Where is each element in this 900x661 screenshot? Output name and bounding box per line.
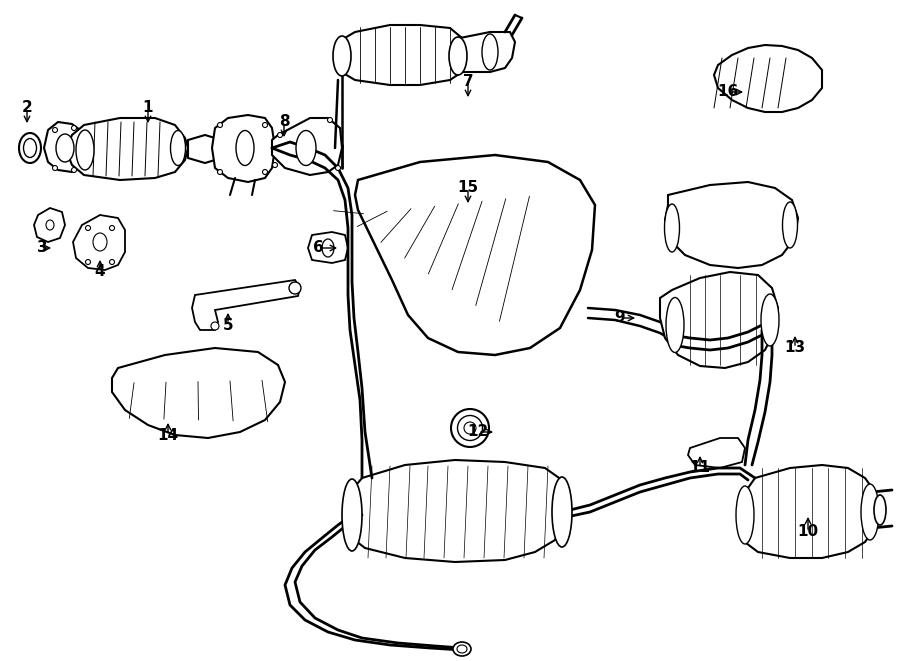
Ellipse shape	[23, 139, 37, 157]
Polygon shape	[665, 182, 798, 268]
Ellipse shape	[263, 122, 267, 128]
Text: 5: 5	[222, 317, 233, 332]
Text: 6: 6	[312, 241, 323, 256]
Polygon shape	[714, 45, 822, 112]
Ellipse shape	[236, 130, 254, 165]
Polygon shape	[192, 280, 300, 330]
Text: 4: 4	[94, 264, 105, 280]
Ellipse shape	[457, 645, 467, 653]
Ellipse shape	[218, 169, 222, 175]
Polygon shape	[355, 155, 595, 355]
Polygon shape	[212, 115, 275, 182]
Polygon shape	[44, 122, 85, 172]
Polygon shape	[334, 25, 465, 85]
Ellipse shape	[664, 204, 680, 252]
Ellipse shape	[453, 642, 471, 656]
Ellipse shape	[449, 37, 467, 75]
Ellipse shape	[782, 202, 797, 248]
Ellipse shape	[263, 169, 267, 175]
Ellipse shape	[56, 134, 74, 162]
Polygon shape	[738, 465, 878, 558]
Ellipse shape	[451, 409, 489, 447]
Ellipse shape	[277, 132, 283, 137]
Ellipse shape	[273, 163, 277, 167]
Polygon shape	[688, 438, 745, 468]
Text: 9: 9	[615, 311, 626, 325]
Text: 13: 13	[785, 340, 806, 356]
Polygon shape	[345, 460, 568, 562]
Ellipse shape	[336, 165, 340, 171]
Ellipse shape	[328, 118, 332, 122]
Ellipse shape	[289, 282, 301, 294]
Ellipse shape	[736, 486, 754, 544]
Ellipse shape	[110, 260, 114, 264]
Text: 15: 15	[457, 180, 479, 196]
Ellipse shape	[110, 225, 114, 231]
Ellipse shape	[218, 122, 222, 128]
Ellipse shape	[333, 36, 351, 76]
Text: 11: 11	[689, 461, 710, 475]
Polygon shape	[188, 135, 215, 163]
Ellipse shape	[76, 130, 94, 170]
Text: 8: 8	[279, 114, 289, 130]
Text: 7: 7	[463, 75, 473, 89]
Ellipse shape	[457, 416, 482, 440]
Ellipse shape	[861, 484, 879, 540]
Ellipse shape	[464, 422, 476, 434]
Ellipse shape	[86, 225, 91, 231]
Ellipse shape	[761, 294, 779, 346]
Ellipse shape	[211, 322, 219, 330]
Ellipse shape	[71, 167, 76, 173]
Polygon shape	[660, 272, 778, 368]
Ellipse shape	[46, 220, 54, 230]
Ellipse shape	[342, 479, 362, 551]
Polygon shape	[308, 232, 348, 263]
Polygon shape	[68, 118, 188, 180]
Ellipse shape	[86, 260, 91, 264]
Ellipse shape	[322, 239, 334, 257]
Ellipse shape	[52, 165, 58, 171]
Polygon shape	[272, 118, 342, 175]
Polygon shape	[73, 215, 125, 270]
Polygon shape	[34, 208, 65, 242]
Ellipse shape	[482, 34, 498, 70]
Polygon shape	[460, 32, 515, 72]
Polygon shape	[112, 348, 285, 438]
Ellipse shape	[93, 233, 107, 251]
Text: 12: 12	[467, 424, 489, 440]
Ellipse shape	[71, 126, 76, 130]
Ellipse shape	[296, 130, 316, 165]
Ellipse shape	[52, 128, 58, 132]
Ellipse shape	[170, 130, 185, 165]
Text: 10: 10	[797, 524, 819, 539]
Ellipse shape	[874, 495, 886, 525]
Ellipse shape	[552, 477, 572, 547]
Ellipse shape	[666, 297, 684, 352]
Text: 1: 1	[143, 100, 153, 116]
Text: 16: 16	[717, 85, 739, 100]
Text: 3: 3	[37, 241, 48, 256]
Text: 14: 14	[158, 428, 178, 442]
Ellipse shape	[19, 133, 41, 163]
Text: 2: 2	[22, 100, 32, 116]
